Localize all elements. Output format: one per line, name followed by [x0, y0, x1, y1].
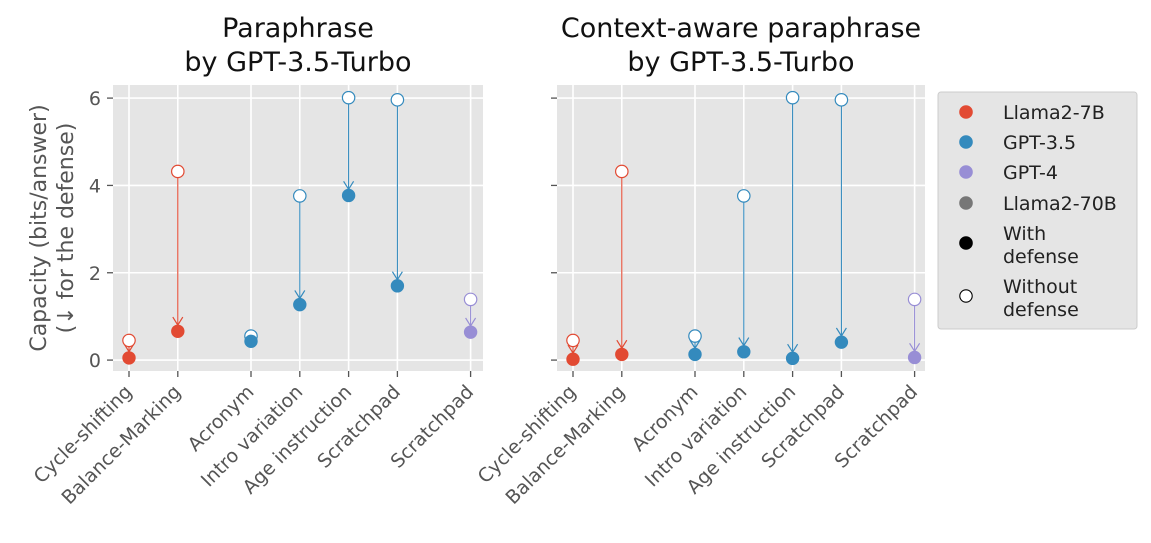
without-defense-point [463, 292, 478, 307]
y-tick-label: 6 [89, 88, 101, 110]
legend-marker [959, 135, 973, 149]
legend-marker [959, 236, 973, 250]
legend-marker [959, 196, 973, 210]
legend-entry-gpt4: GPT-4 [959, 162, 1058, 184]
legend-entry-gpt35: GPT-3.5 [959, 132, 1076, 154]
without-defense-point [614, 164, 629, 179]
legend-box [937, 91, 1138, 330]
without-defense-point [566, 333, 580, 348]
data-pair-7 [463, 292, 478, 339]
y-tick-label: 4 [89, 175, 101, 197]
panel-1: 0246Cycle-shiftingBalance-MarkingAcronym… [27, 13, 483, 509]
with-defense-point [244, 334, 258, 349]
without-defense-point [688, 329, 702, 343]
with-defense-point [785, 351, 800, 366]
legend-label: GPT-3.5 [1003, 132, 1076, 154]
data-pair-2 [171, 164, 185, 338]
with-defense-point [293, 297, 307, 312]
with-defense-point [463, 325, 478, 339]
data-pair-2 [614, 164, 629, 362]
legend-label: With [1003, 223, 1046, 245]
data-pair-4 [292, 189, 307, 312]
chart-title-line: Paraphrase [222, 13, 374, 44]
legend-label: Without [1003, 276, 1077, 298]
without-defense-point [834, 93, 849, 107]
plot-area [557, 85, 925, 371]
with-defense-point [688, 347, 702, 362]
with-defense-point [907, 350, 922, 365]
legend-marker [959, 105, 973, 119]
with-defense-point [566, 352, 580, 366]
data-pair-1 [122, 333, 136, 365]
data-pair-3 [244, 329, 258, 349]
y-tick-label: 2 [89, 263, 101, 285]
with-defense-point [390, 279, 405, 293]
with-defense-point [341, 188, 356, 203]
legend-label: defense [1003, 246, 1079, 268]
y-axis-label-line: Capacity (bits/answer) [27, 104, 52, 351]
data-pair-6 [390, 93, 405, 293]
data-pair-1 [566, 333, 580, 366]
panel-2: Cycle-shiftingBalance-MarkingAcronymIntr… [474, 13, 925, 509]
legend-label: GPT-4 [1003, 162, 1058, 184]
y-axis-label-line: (↓ for the defense) [54, 123, 79, 334]
chart-title-line: by GPT-3.5-Turbo [627, 47, 854, 78]
with-defense-point [737, 345, 751, 359]
data-pair-6 [834, 93, 849, 349]
chart-title-line: by GPT-3.5-Turbo [184, 47, 411, 78]
legend-entry-llama7b: Llama2-7B [959, 102, 1105, 124]
without-defense-point [907, 292, 922, 307]
with-defense-point [122, 351, 136, 365]
data-pair-4 [736, 189, 751, 359]
legend-label: Llama2-70B [1003, 193, 1117, 215]
without-defense-point [390, 93, 405, 107]
chart-title-line: Context-aware paraphrase [561, 13, 921, 44]
with-defense-point [615, 347, 629, 362]
plot-area [113, 85, 483, 371]
without-defense-point [171, 164, 185, 179]
legend-label: Llama2-7B [1003, 102, 1105, 124]
data-pair-3 [688, 329, 702, 362]
without-defense-point [785, 90, 800, 105]
without-defense-point [122, 333, 136, 348]
legend-entry-llama70b: Llama2-70B [959, 193, 1117, 215]
without-defense-point [292, 189, 307, 203]
legend-label: defense [1003, 299, 1079, 321]
without-defense-point [341, 90, 356, 105]
legend: Llama2-7BGPT-3.5GPT-4Llama2-70BWithdefen… [937, 91, 1138, 330]
y-tick-label: 0 [89, 350, 101, 372]
data-pair-5 [785, 90, 800, 366]
data-pair-7 [907, 292, 922, 365]
with-defense-point [834, 335, 849, 349]
with-defense-point [171, 324, 185, 338]
legend-marker [959, 289, 973, 303]
legend-marker [959, 165, 973, 179]
without-defense-point [736, 189, 751, 203]
data-pair-5 [341, 90, 356, 203]
